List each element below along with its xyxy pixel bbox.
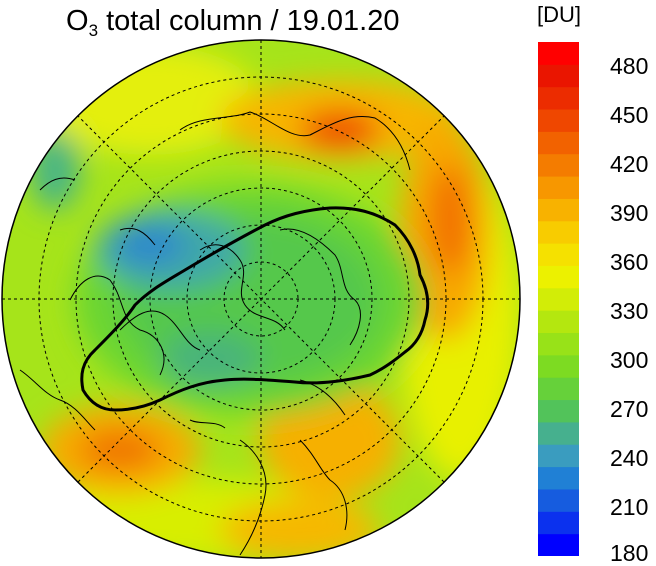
polar-vortex-edge <box>80 206 430 412</box>
colorbar-segment <box>538 511 579 535</box>
colorbar-segment <box>538 131 579 155</box>
ozone-high-band <box>220 500 380 558</box>
colorbar <box>538 42 579 556</box>
colorbar-segment <box>538 533 579 556</box>
ozone-maximum <box>80 430 160 470</box>
colorbar-tick-label: 270 <box>610 396 649 423</box>
colorbar-segment <box>538 109 579 132</box>
colorbar-segment <box>538 198 579 222</box>
ozone-maximum <box>300 110 380 150</box>
colorbar-segment <box>538 64 579 88</box>
graticule <box>2 40 520 558</box>
colorbar-segment <box>538 332 579 356</box>
colorbar-segment <box>538 399 579 423</box>
colorbar-tick-label: 420 <box>610 151 649 178</box>
colorbar-unit-label: [DU] <box>537 2 581 27</box>
map-border <box>1 39 521 559</box>
colorbar-tick-label: 390 <box>610 200 649 227</box>
ozone-yellow-zone <box>40 45 260 155</box>
colorbar-tick-label: 180 <box>610 540 649 566</box>
colorbar-tick-label: 300 <box>610 347 649 374</box>
colorbar-segment <box>538 153 579 177</box>
colorbar-tick-label: 360 <box>610 249 649 276</box>
colorbar-tick-label: 330 <box>610 298 649 325</box>
colorbar-segment <box>538 421 579 445</box>
colorbar-segment <box>538 220 579 244</box>
colorbar-segment <box>538 354 579 378</box>
colorbar-segment <box>538 42 579 65</box>
colorbar-segment <box>538 287 579 311</box>
colorbar-segment <box>538 466 579 490</box>
colorbar-tick-label: 210 <box>610 494 649 521</box>
colorbar-tick-label: 450 <box>610 102 649 129</box>
colorbar-segment <box>538 243 579 266</box>
colorbar-segment <box>538 86 579 110</box>
colorbar-segment <box>538 265 579 289</box>
ozone-low-zone <box>115 225 185 265</box>
colorbar-tick-label: 240 <box>610 445 649 472</box>
colorbar-segment <box>538 377 579 401</box>
colorbar-segment <box>538 176 579 199</box>
map-title: O3 total column / 19.01.20 <box>66 5 400 40</box>
colorbar-segment <box>538 310 579 334</box>
ozone-maximum <box>430 165 470 275</box>
colorbar-tick-label: 480 <box>610 53 649 80</box>
colorbar-segment <box>538 488 579 512</box>
colorbar-segment <box>538 444 579 468</box>
ozone-low-zone <box>160 332 260 388</box>
